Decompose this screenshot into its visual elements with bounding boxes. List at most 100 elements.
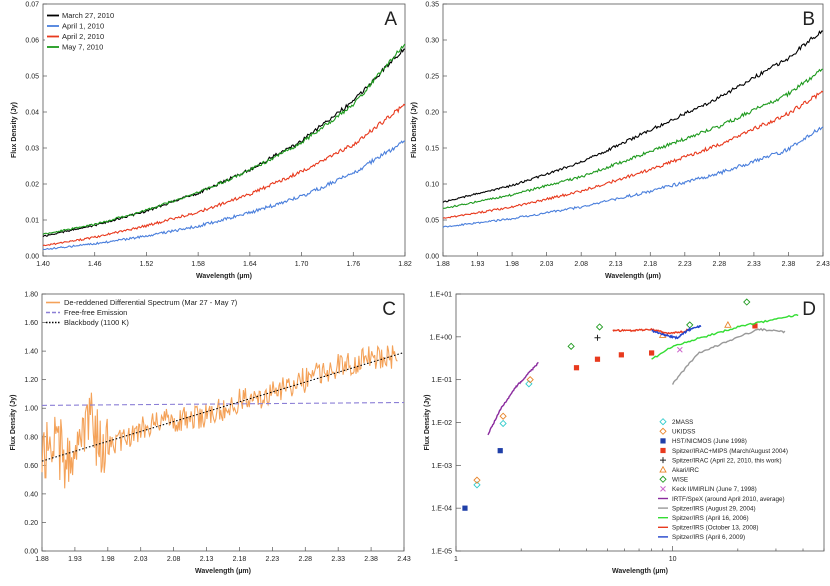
series-line (42, 103, 406, 247)
data-point (473, 476, 481, 484)
legend-label: Keck II/MIRLIN (June 7, 1998) (672, 486, 757, 493)
x-tick-label: 2.33 (331, 556, 345, 563)
panel-letter: D (802, 299, 816, 320)
y-tick-label: 0.03 (25, 146, 39, 153)
legend-swatch (659, 427, 667, 435)
y-axis-label: Flux Density (Jy) (411, 102, 418, 158)
legend-swatch (660, 438, 666, 444)
legend-swatch (659, 465, 667, 473)
y-tick-label: 0.35 (425, 2, 439, 9)
y-tick-label: 0.02 (25, 182, 39, 189)
legend-label: Spitzer/IRAC+MIPS (March/August 2004) (672, 448, 788, 455)
data-point (595, 323, 604, 331)
y-tick-label: 0.15 (425, 146, 439, 153)
panel-letter: B (802, 9, 815, 30)
y-tick-label: 1.E-04 (431, 506, 452, 513)
x-tick-label: 2.43 (816, 261, 830, 268)
data-point (573, 365, 580, 371)
legend-label: UKIDSS (672, 429, 695, 436)
legend-box (45, 8, 133, 58)
y-tick-label: 0.01 (25, 218, 39, 225)
x-tick-label: 1.46 (88, 261, 102, 268)
data-point (567, 342, 575, 350)
x-tick-label: 2.13 (200, 556, 214, 563)
y-tick-label: 0.00 (24, 549, 38, 556)
panel-b: 1.88 1.93 1.98 2.03 2.08 2.13 2.18 2.23 2.28 2.33… (411, 2, 830, 281)
series-line (442, 68, 824, 209)
x-tick-label: 2.13 (609, 261, 623, 268)
plot-frame (442, 3, 824, 257)
y-tick-label: 1.E-03 (431, 463, 452, 470)
x-tick-label: 1.58 (191, 261, 205, 268)
x-tick-label: 1 (454, 556, 458, 563)
data-point (473, 481, 481, 489)
data-point (649, 350, 655, 356)
data-point (526, 376, 534, 384)
legend-label: IRTF/SpeX (around April 2010, average) (672, 496, 785, 503)
y-tick-label: 1.00 (24, 406, 38, 413)
x-tick-label: 2.33 (747, 261, 761, 268)
series-line (41, 345, 398, 489)
x-tick-label: 1.93 (471, 261, 485, 268)
x-tick-label: 2.38 (782, 261, 796, 268)
data-point (497, 448, 503, 454)
x-tick-label: 2.23 (678, 261, 692, 268)
legend-swatch (659, 475, 667, 483)
y-tick-label: 0.00 (25, 254, 39, 261)
data-point (752, 323, 758, 329)
y-tick-label: 0.40 (24, 491, 38, 498)
data-point (594, 356, 601, 362)
legend-swatch (660, 486, 666, 492)
x-axis-label: Wavelength (µm) (195, 568, 251, 575)
data-point (618, 352, 624, 358)
legend-label: Spitzer/IRS (April 6, 2009) (672, 534, 745, 541)
legend-label: Blackbody (1100 K) (64, 318, 129, 327)
y-tick-label: 0.05 (25, 74, 39, 81)
panel-letter: A (384, 9, 397, 30)
legend-label: De-reddened Differential Spectrum (Mar 2… (64, 298, 238, 307)
y-tick-label: 1.60 (24, 320, 38, 327)
data-point (743, 298, 751, 306)
data-point (499, 419, 507, 428)
series-line (41, 401, 405, 406)
plot-frame (41, 293, 405, 552)
series-line (651, 324, 702, 340)
y-tick-label: 1.E+01 (430, 292, 452, 299)
x-tick-label: 2.43 (397, 556, 411, 563)
y-tick-label: 0.06 (25, 38, 39, 45)
panel-a: 1.40 1.46 1.52 1.58 1.64 1.70 1.76 1.82 0.00 0.01… (11, 2, 412, 281)
x-axis-label: Wavelength (µm) (605, 273, 661, 280)
y-tick-label: 1.40 (24, 349, 38, 356)
y-tick-label: 1.E-05 (431, 549, 452, 556)
legend-label: Spitzer/IRS (August 29, 2004) (672, 505, 756, 512)
y-tick-label: 0.00 (425, 254, 439, 261)
y-tick-label: 1.80 (24, 292, 38, 299)
x-tick-label: 1.98 (101, 556, 115, 563)
x-tick-label: 1.88 (436, 261, 450, 268)
legend-label: April 1, 2010 (62, 22, 104, 31)
panel-letter: C (382, 299, 396, 320)
x-tick-label: 2.23 (266, 556, 280, 563)
y-tick-label: 1.E-01 (431, 377, 452, 384)
x-tick-label: 1.82 (398, 261, 412, 268)
legend-label: March 27, 2010 (62, 11, 114, 20)
x-tick-label: 1.52 (140, 261, 154, 268)
series-line (487, 361, 539, 436)
x-tick-label: 2.18 (643, 261, 657, 268)
legend-label: 2MASS (672, 419, 693, 426)
x-tick-label: 1.70 (295, 261, 309, 268)
x-tick-label: 1.98 (505, 261, 519, 268)
legend-label: HST/NICMOS (June 1998) (672, 438, 747, 445)
x-tick-label: 1.76 (346, 261, 360, 268)
x-tick-label: 1.40 (36, 261, 50, 268)
series-line (42, 140, 406, 251)
legend-label: Spitzer/IRAC (April 22, 2010, this work) (672, 457, 782, 464)
legend-label: WISE (672, 477, 688, 484)
y-tick-label: 0.05 (425, 218, 439, 225)
y-tick-label: 1.E-02 (431, 420, 452, 427)
legend-label: Free-free Emission (64, 308, 127, 317)
legend-swatch (660, 447, 666, 454)
series-line (442, 126, 824, 228)
x-tick-label: 10 (669, 556, 677, 563)
panel-d: 1 10 1.E+01 1.E+00 1.E-01 1.E-02 1.E-03 1.E-04 1… (424, 292, 825, 575)
